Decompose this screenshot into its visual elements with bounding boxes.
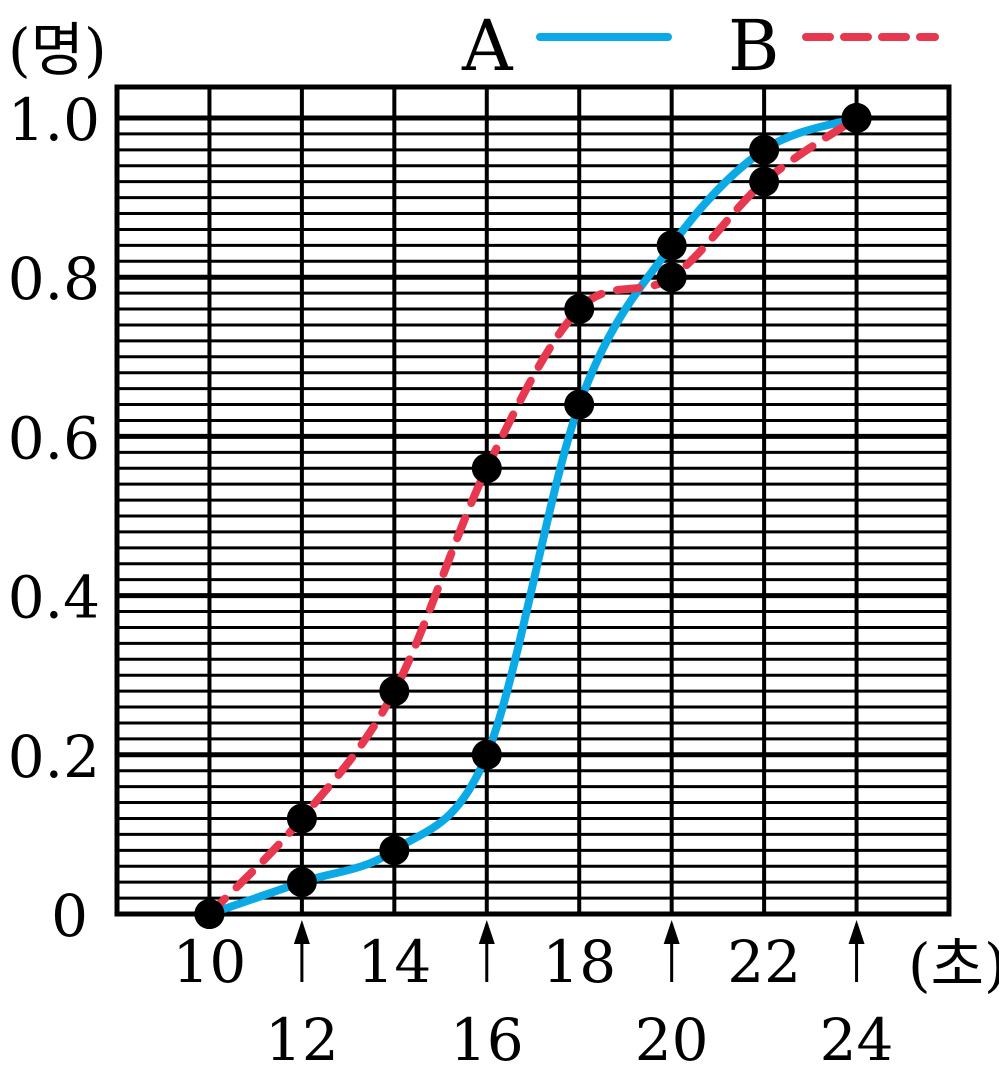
y-tick-label: 0.8: [8, 245, 100, 313]
x-tick-label-lower: 20: [635, 1006, 709, 1074]
tick-arrows: [293, 920, 865, 982]
x-tick-label-lower: 24: [820, 1006, 894, 1074]
x-tick-label-upper: 10: [173, 928, 247, 996]
data-point-b: [564, 294, 595, 325]
data-point-a: [656, 230, 687, 261]
series-line-a: [205, 114, 861, 918]
labels: (명) (초) 0 0.2 0.4 0.6 0.8 1.0 10 14 18 22 12 16 20 24: [8, 16, 999, 1074]
tick-arrow-head: [848, 920, 865, 944]
y-tick-label: 0.2: [8, 723, 100, 791]
data-point-a: [564, 389, 595, 420]
data-point-b: [286, 803, 317, 834]
data-point-b: [841, 103, 872, 133]
points-layer: [194, 103, 872, 929]
x-tick-label-upper: 18: [542, 928, 616, 996]
y-tick-label: 1.0: [8, 86, 100, 154]
legend-label-b: B: [728, 5, 779, 87]
tick-arrow-head: [663, 920, 680, 944]
x-tick-label-upper: 14: [357, 928, 431, 996]
grid: [114, 84, 952, 917]
x-tick-label-lower: 12: [265, 1006, 339, 1074]
x-axis-label: (초): [908, 931, 999, 999]
x-tick-label-upper: 22: [727, 928, 801, 996]
legend-label-a: A: [461, 5, 514, 87]
data-point-a: [471, 739, 502, 770]
y-tick-label: 0.4: [8, 564, 100, 632]
y-tick-label: 0.6: [8, 404, 100, 472]
data-point-b: [194, 899, 225, 929]
y-tick-label: 0: [51, 882, 88, 950]
tick-arrow-head: [478, 920, 495, 944]
data-point-b: [379, 676, 410, 707]
x-tick-label-lower: 16: [450, 1006, 524, 1074]
data-point-a: [379, 835, 410, 866]
data-point-a: [749, 134, 780, 165]
data-point-b: [471, 453, 502, 484]
data-point-a: [286, 867, 317, 898]
legend: A B: [461, 5, 939, 87]
tick-arrow-head: [293, 920, 310, 944]
data-point-b: [749, 166, 780, 197]
data-point-b: [656, 262, 687, 293]
series-line-b: [205, 114, 861, 918]
series-layer: [205, 114, 861, 918]
plot-frame: [114, 84, 952, 917]
y-axis-label: (명): [8, 16, 107, 84]
